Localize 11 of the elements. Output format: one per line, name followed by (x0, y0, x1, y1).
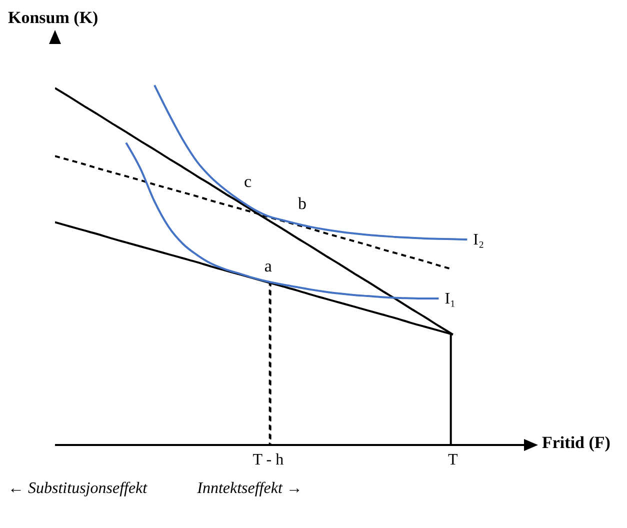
series-label: I₂ (473, 232, 484, 249)
text: Inntektseffekt → (197, 480, 302, 498)
y-axis-title: Konsum (K) (8, 8, 100, 29)
x-axis-title: Fritid (F) (542, 433, 610, 453)
annotation: a (264, 256, 272, 276)
annotation: c (244, 172, 252, 192)
x-tick-label: T (448, 451, 458, 468)
series-label: I₁ (444, 290, 456, 308)
text: ← Substitusjonseffekt (8, 480, 148, 498)
x-tick-label: T - h (252, 451, 284, 468)
annotation: b (298, 194, 306, 214)
